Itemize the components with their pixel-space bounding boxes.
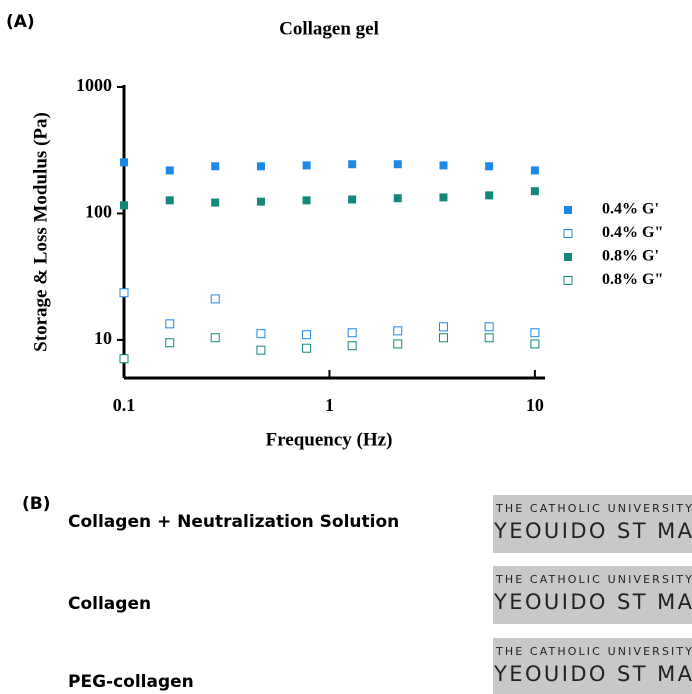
data-point [347, 328, 357, 338]
legend-marker [564, 253, 572, 261]
data-point [165, 319, 175, 329]
data-point [256, 162, 265, 171]
data-point [485, 191, 494, 200]
data-point [256, 345, 266, 355]
x-tick-label: 10 [526, 395, 544, 415]
photo-text: THE CATHOLIC UNIVERSITY [495, 573, 692, 586]
data-point [393, 339, 403, 349]
y-axis-label: Storage & Loss Modulus (Pa) [30, 112, 51, 352]
data-point [438, 333, 448, 343]
legend-label: 0.8% G" [602, 271, 663, 288]
panel-label: (A) [6, 12, 35, 32]
data-point [530, 187, 539, 196]
data-point [438, 322, 448, 332]
plot: 10 100 1000 0.1 1 10 0.4% G' 0.4% G" 0.8% G' 0.8%… [76, 75, 663, 415]
x-axis-label: Frequency (Hz) [266, 429, 393, 450]
data-point [302, 161, 311, 170]
data-point [302, 196, 311, 205]
data-point [210, 294, 220, 304]
photo-bg [493, 638, 692, 694]
data-point [165, 196, 174, 205]
photo-text: YEOUIDO ST MA [493, 662, 692, 686]
y-tick-label: 10 [94, 328, 112, 348]
data-point [302, 330, 312, 340]
chart-title: Collagen gel [279, 18, 379, 39]
data-point [485, 162, 494, 171]
data-point [393, 194, 402, 203]
data-point [256, 329, 266, 339]
photo-bg [493, 495, 692, 553]
x-tick-label: 0.1 [113, 395, 136, 415]
data-point [348, 160, 357, 169]
legend-marker [563, 276, 573, 285]
data-point [119, 288, 129, 298]
data-point [256, 197, 265, 206]
data-point [348, 195, 357, 204]
data-point [119, 354, 129, 364]
sample-label: Collagen + Neutralization Solution [68, 512, 399, 532]
data-point [439, 161, 448, 170]
legend-label: 0.4% G' [602, 201, 659, 218]
sample-photo: THE CATHOLIC UNIVERSITY YEOUIDO ST MA [493, 495, 692, 553]
data-point [347, 341, 357, 351]
legend-label: 0.8% G' [602, 248, 659, 265]
data-point [211, 162, 220, 171]
photo-text: THE CATHOLIC UNIVERSITY [495, 502, 692, 515]
photo-text: YEOUIDO ST MA [493, 590, 692, 614]
legend-marker [563, 229, 573, 238]
x-tick-label: 1 [325, 395, 334, 415]
sample-photo: THE CATHOLIC UNIVERSITY YEOUIDO ST MA [493, 566, 692, 624]
photo-bg [493, 566, 692, 624]
data-point [393, 326, 403, 336]
data-point [439, 193, 448, 202]
data-point [484, 322, 494, 332]
data-point [393, 160, 402, 169]
data-point [120, 201, 128, 210]
sample-label: Collagen [68, 594, 151, 614]
data-point [210, 333, 220, 343]
panel-label: (B) [22, 494, 51, 514]
data-point [484, 333, 494, 343]
sample-label: PEG-collagen [68, 672, 194, 692]
data-point [211, 198, 220, 207]
y-tick-label: 1000 [76, 75, 112, 95]
panel-b: Collagen + Neutralization Solution THE CA… [68, 495, 692, 694]
data-point [120, 158, 128, 167]
legend-marker [564, 206, 572, 214]
y-tick-label: 100 [85, 202, 112, 222]
data-point [302, 343, 312, 353]
sample-photo: THE CATHOLIC UNIVERSITY YEOUIDO ST MA [493, 638, 692, 694]
data-point [530, 328, 540, 338]
data-point [530, 339, 540, 349]
data-point [165, 338, 175, 348]
data-point [165, 166, 174, 175]
photo-text: YEOUIDO ST MA [493, 519, 692, 543]
data-point [530, 166, 539, 175]
photo-text: THE CATHOLIC UNIVERSITY [495, 645, 692, 658]
legend-label: 0.4% G" [602, 224, 663, 241]
